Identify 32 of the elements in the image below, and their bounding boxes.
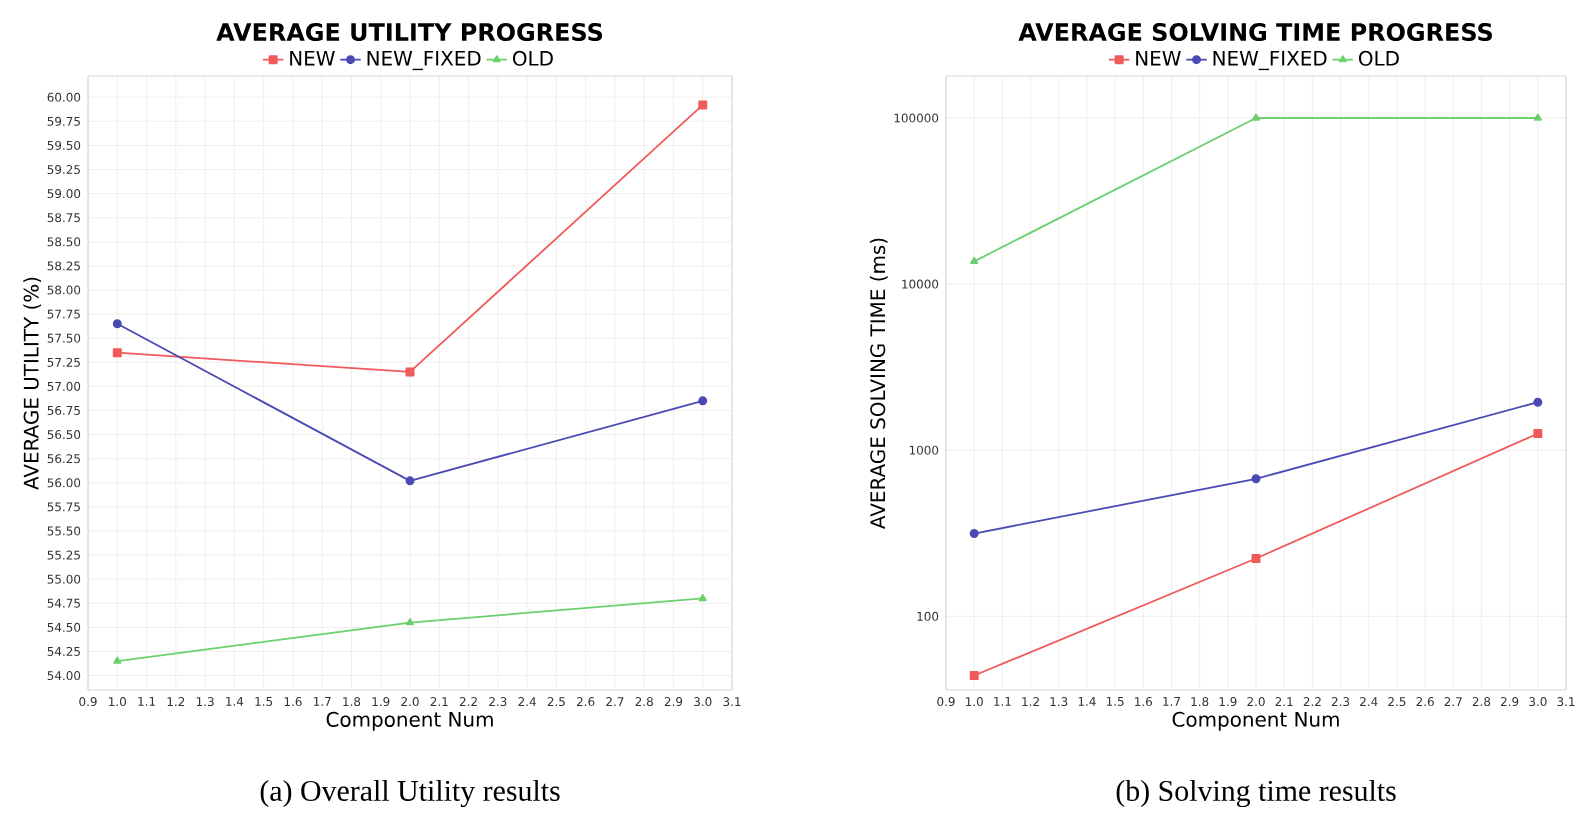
point [1533, 113, 1542, 121]
legend-label: NEW_FIXED [1213, 50, 1327, 71]
point [112, 348, 122, 358]
point [112, 319, 122, 329]
text: (a) Overall Utility results [260, 779, 560, 808]
y-axis-title: AVERAGE UTILITY (%) [23, 277, 42, 490]
point [406, 618, 415, 626]
point [698, 396, 708, 406]
chart-title: AVERAGE UTILITY PROGRESS [216, 22, 603, 42]
point [969, 671, 979, 681]
legend-label: NEW [1136, 50, 1181, 66]
legend-label: OLD [1358, 50, 1399, 66]
x-axis-title: Component Num [1172, 711, 1339, 731]
point [698, 100, 708, 110]
point [969, 529, 979, 539]
text: (b) Solving time results [1116, 779, 1396, 808]
point [405, 367, 415, 377]
point [1251, 553, 1261, 563]
point [970, 256, 979, 265]
legend-label: OLD [512, 50, 553, 66]
point [113, 656, 122, 664]
point [1533, 397, 1543, 407]
y-axis-title: AVERAGE SOLVING TIME (ms) [869, 238, 888, 529]
point [405, 476, 415, 486]
legend-label: NEW [290, 50, 335, 66]
point [1251, 474, 1261, 484]
chart-title: AVERAGE SOLVING TIME PROGRESS [1018, 22, 1492, 42]
x-axis-title: Component Num [326, 711, 493, 731]
point [1533, 429, 1543, 439]
point [698, 593, 707, 602]
legend-label: NEW_FIXED [367, 50, 481, 71]
point [1252, 113, 1261, 121]
